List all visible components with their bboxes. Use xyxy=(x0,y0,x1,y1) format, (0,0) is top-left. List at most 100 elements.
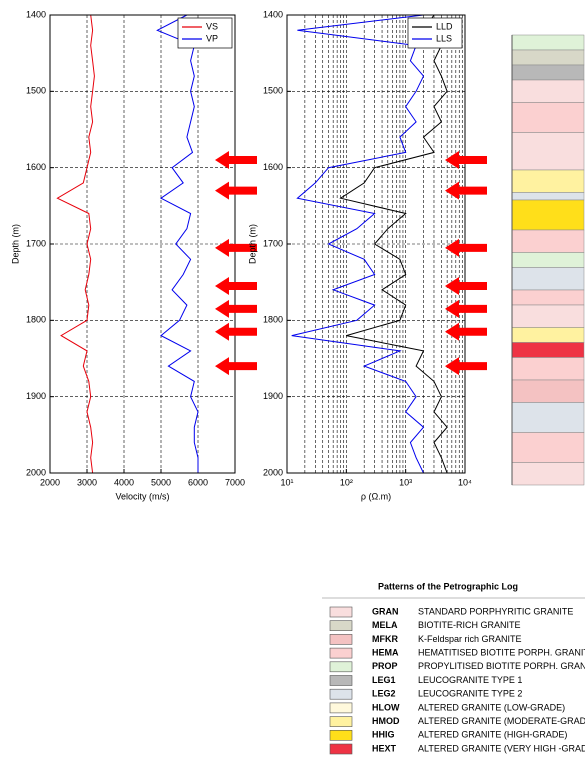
legend-box xyxy=(407,17,463,49)
legend-description: ALTERED GRANITE (LOW-GRADE) xyxy=(418,702,565,712)
legend-description: STANDARD PORPHYRITIC GRANITE xyxy=(418,606,573,616)
legend-code: HEXT xyxy=(372,743,397,753)
legend-description: LEUCOGRANITE TYPE 1 xyxy=(418,675,522,685)
legend-swatch xyxy=(329,620,353,632)
x-tick-label: 4000 xyxy=(114,477,134,487)
legend-description: ALTERED GRANITE (VERY HIGH -GRADE) xyxy=(418,743,585,753)
legend-description: BIOTITE-RICH GRANITE xyxy=(418,620,521,630)
log-trace xyxy=(339,14,448,474)
legend-code: LEG2 xyxy=(372,689,396,699)
legend-swatch xyxy=(329,729,353,741)
indicator-arrow xyxy=(445,276,487,295)
y-tick-label: 1400 xyxy=(263,9,283,19)
lithology-layer xyxy=(511,432,585,463)
x-tick-label: 10¹ xyxy=(280,477,293,487)
indicator-arrow xyxy=(445,322,487,341)
lithology-layer xyxy=(511,327,585,343)
legend-description: PROPYLITISED BIOTITE PORPH. GRANITE xyxy=(418,661,585,671)
log-trace xyxy=(156,14,199,473)
indicator-arrow xyxy=(215,238,257,257)
y-tick-label: 1800 xyxy=(263,315,283,325)
lithology-layer xyxy=(511,229,585,253)
indicator-arrow xyxy=(445,181,487,200)
x-tick-label: 2000 xyxy=(40,477,60,487)
lithology-layer xyxy=(511,64,585,81)
indicator-arrow xyxy=(215,322,257,341)
y-tick-label: 1700 xyxy=(26,238,46,248)
lithology-layer xyxy=(511,252,585,268)
indicator-arrow xyxy=(215,299,257,318)
legend-description: HEMATITISED BIOTITE PORPH. GRANITE xyxy=(418,647,585,657)
legend-swatch xyxy=(329,688,353,700)
x-tick-label: 10³ xyxy=(399,477,412,487)
legend-code: PROP xyxy=(372,661,398,671)
legend-label: VS xyxy=(206,21,218,31)
legend-label: LLS xyxy=(436,33,452,43)
legend-code: LEG1 xyxy=(372,675,396,685)
legend-code: HEMA xyxy=(372,647,399,657)
lithology-layer xyxy=(511,402,585,433)
legend-description: ALTERED GRANITE (MODERATE-GRADE) xyxy=(418,716,585,726)
lithology-layer xyxy=(511,304,585,328)
lithology-layer xyxy=(511,357,585,381)
legend-code: MELA xyxy=(372,620,398,630)
legend-swatch xyxy=(329,606,353,618)
legend-label: VP xyxy=(206,33,218,43)
indicator-arrow xyxy=(445,357,487,376)
legend-swatch xyxy=(329,716,353,727)
lithology-layer xyxy=(511,342,585,358)
y-tick-label: 1600 xyxy=(26,162,46,172)
lithology-layer xyxy=(511,49,585,66)
indicator-arrow xyxy=(215,151,257,170)
legend-box xyxy=(177,17,233,49)
pattern-legend: Patterns of the Petrographic Log GRAN STAN… xyxy=(322,581,585,755)
legend-swatch xyxy=(329,647,353,659)
y-tick-label: 1700 xyxy=(263,238,283,248)
y-tick-label: 1800 xyxy=(26,315,46,325)
lithology-layer xyxy=(511,102,585,133)
indicator-arrow xyxy=(445,238,487,257)
indicator-arrow xyxy=(215,276,257,295)
x-tick-label: 5000 xyxy=(151,477,171,487)
lithology-layer xyxy=(511,267,585,291)
lithology-layer xyxy=(511,379,585,403)
lithology-layer xyxy=(511,192,585,201)
legend-code: GRAN xyxy=(372,606,399,616)
log-trace xyxy=(56,14,95,474)
indicator-arrow xyxy=(445,299,487,318)
legend-swatch xyxy=(329,675,353,686)
x-tick-label: 3000 xyxy=(77,477,97,487)
legend-code: HHIG xyxy=(372,730,395,740)
lithology-layer xyxy=(511,462,585,486)
lithology-layer xyxy=(511,199,585,231)
petrographic-column xyxy=(511,34,585,486)
legend-swatch xyxy=(329,661,353,673)
legend-swatch xyxy=(329,634,353,645)
indicator-arrow xyxy=(215,181,257,200)
y-tick-label: 1500 xyxy=(263,86,283,96)
legend-description: LEUCOGRANITE TYPE 2 xyxy=(418,689,522,699)
panel: 2000 3000 4000 5000 6000 7000 1400 1500 1600 1700… xyxy=(10,9,257,501)
legend-label: LLD xyxy=(436,21,453,31)
plot-area xyxy=(287,15,465,473)
y-tick-label: 2000 xyxy=(26,467,46,477)
y-axis-label: Depth (m) xyxy=(247,224,257,264)
lithology-layer xyxy=(511,169,585,193)
y-tick-label: 1400 xyxy=(26,9,46,19)
y-tick-label: 1900 xyxy=(26,391,46,401)
x-axis-label: Velocity (m/s) xyxy=(115,491,169,501)
y-tick-label: 1500 xyxy=(26,86,46,96)
panel: 10¹ 10² 10³ 10⁴ 1400 1500 1600 1700 1800 1900 2000… xyxy=(247,9,487,501)
x-axis-label: ρ (Ω.m) xyxy=(361,491,391,501)
lithology-layer xyxy=(511,79,585,103)
legend-swatch xyxy=(329,702,353,714)
lithology-layer xyxy=(511,289,585,306)
y-tick-label: 1600 xyxy=(263,162,283,172)
y-tick-label: 2000 xyxy=(263,467,283,477)
legend-description: ALTERED GRANITE (HIGH-GRADE) xyxy=(418,730,567,740)
x-tick-label: 10⁴ xyxy=(458,477,472,487)
y-axis-label: Depth (m) xyxy=(10,224,20,264)
legend-code: HMOD xyxy=(372,716,400,726)
lithology-layer xyxy=(511,34,585,51)
